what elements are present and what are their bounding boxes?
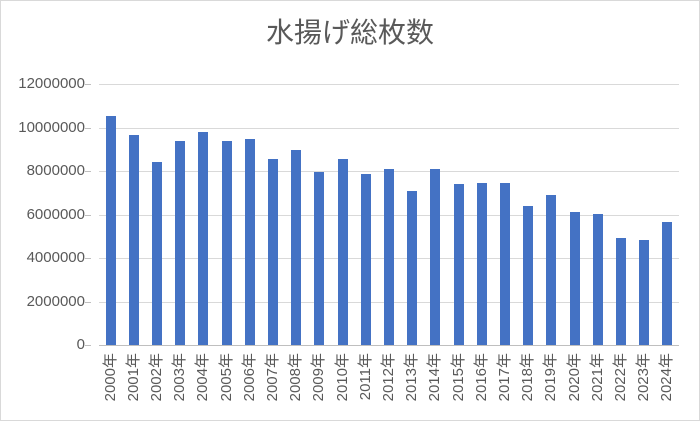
x-axis-label: 2006年 [241,353,258,402]
bar-2000年 [106,116,116,345]
bar-2007年 [268,159,278,345]
x-axis-label: 2007年 [264,353,281,402]
y-axis-label: 10000000 [18,119,85,136]
bar-2003年 [175,141,185,345]
y-axis-tick [85,128,91,129]
bar-2010年 [338,159,348,345]
x-axis-label: 2016年 [473,353,490,402]
x-axis-line [99,345,679,346]
x-axis-label: 2004年 [194,353,211,402]
bar-2018年 [523,206,533,345]
x-axis-label: 2003年 [171,353,188,402]
x-axis-label: 2014年 [426,353,443,402]
y-axis-tick [85,215,91,216]
bar-2004年 [198,132,208,345]
bar-2006年 [245,139,255,345]
bar-2009年 [314,172,324,345]
x-axis-label: 2009年 [310,353,327,402]
bar-2019年 [546,195,556,345]
y-axis-label: 0 [76,336,85,353]
bar-2012年 [384,169,394,345]
bar-2013年 [407,191,417,345]
x-axis-label: 2020年 [566,353,583,402]
bar-2002年 [152,162,162,345]
x-axis-label: 2005年 [218,353,235,402]
y-axis-label: 6000000 [26,206,85,223]
chart-title: 水揚げ総枚数 [265,17,434,48]
bar-2023年 [639,240,649,345]
bar-2022年 [616,238,626,345]
bar-2017年 [500,183,510,345]
bar-2011年 [361,174,371,345]
y-axis-label: 8000000 [26,162,85,179]
x-axis-label: 2017年 [496,353,513,402]
y-axis-tick [85,345,91,346]
x-axis-label: 2019年 [542,353,559,402]
x-axis-label: 2001年 [125,353,142,402]
bar-2020年 [570,212,580,345]
y-axis-label: 2000000 [26,293,85,310]
bar-2015年 [454,184,464,345]
x-axis-label: 2000年 [102,353,119,402]
bar-2001年 [129,135,139,345]
y-axis-tick [85,84,91,85]
x-axis-label: 2013年 [403,353,420,402]
bar-2021年 [593,214,603,345]
gridline [99,84,679,85]
x-axis-label: 2012年 [380,353,397,402]
x-axis-label: 2002年 [148,353,165,402]
x-axis-label: 2015年 [450,353,467,402]
y-axis-tick [85,258,91,259]
x-axis-label: 2021年 [589,353,606,402]
y-axis-tick [85,171,91,172]
y-axis-label: 4000000 [26,249,85,266]
x-axis-label: 2022年 [612,353,629,402]
x-axis-label: 2008年 [287,353,304,402]
gridline [99,128,679,129]
bar-2016年 [477,183,487,345]
bar-2014年 [430,169,440,345]
x-axis-label: 2011年 [357,353,374,401]
y-axis-label: 12000000 [18,75,85,92]
x-axis-label: 2023年 [635,353,652,402]
x-axis-label: 2018年 [519,353,536,402]
x-axis-label: 2024年 [658,353,675,402]
bar-2005年 [222,141,232,345]
y-axis-tick [85,302,91,303]
bar-2008年 [291,150,301,345]
x-axis-label: 2010年 [334,353,351,402]
bar-2024年 [662,222,672,345]
